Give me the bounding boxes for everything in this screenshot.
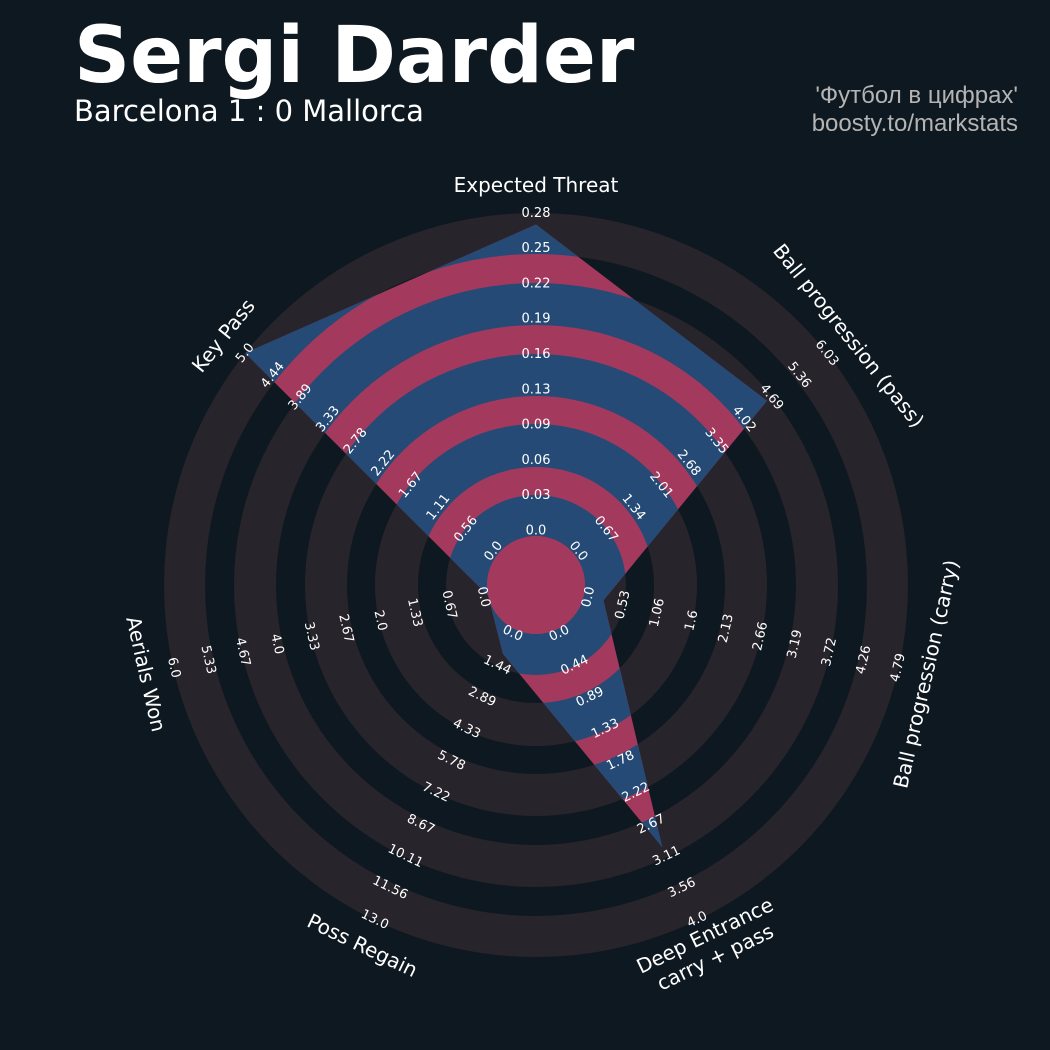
tick-label: 4.26 xyxy=(853,644,874,676)
credit-line-1: 'Футбол в цифрах' xyxy=(815,82,1018,109)
tick-label: 2.66 xyxy=(750,621,771,653)
tick-label: 0.09 xyxy=(522,418,551,433)
player-name-title: Sergi Darder xyxy=(74,11,635,101)
tick-label: 0.0 xyxy=(474,585,493,609)
tick-label: 0.28 xyxy=(522,206,551,221)
tick-label: 4.0 xyxy=(267,632,286,656)
tick-label: 0.13 xyxy=(522,382,551,397)
tick-label: 2.67 xyxy=(335,613,356,645)
tick-label: 0.22 xyxy=(522,276,551,291)
tick-label: 3.72 xyxy=(819,636,840,668)
param-label: Aerials Won xyxy=(121,614,171,734)
tick-label: 1.33 xyxy=(404,597,425,629)
match-subtitle: Barcelona 1 : 0 Mallorca xyxy=(74,94,424,128)
tick-label: 3.19 xyxy=(785,628,806,660)
tick-label: 0.16 xyxy=(522,347,551,362)
tick-label: 2.13 xyxy=(716,613,737,645)
center-circle xyxy=(487,536,585,634)
tick-label: 1.6 xyxy=(682,609,701,633)
tick-label: 0.06 xyxy=(522,453,551,468)
tick-label: 3.33 xyxy=(301,621,322,653)
tick-label: 0.03 xyxy=(522,488,551,503)
param-label: Expected Threat xyxy=(454,173,619,197)
tick-label: 4.67 xyxy=(232,636,253,668)
tick-label: 5.33 xyxy=(198,644,219,676)
credit-line-2: boosty.to/markstats xyxy=(811,110,1018,137)
tick-label: 4.79 xyxy=(888,652,909,684)
tick-label: 0.0 xyxy=(526,524,547,539)
tick-label: 0.0 xyxy=(579,585,598,609)
tick-label: 2.0 xyxy=(370,609,389,633)
tick-label: 0.53 xyxy=(613,589,634,621)
tick-label: 0.19 xyxy=(522,312,551,327)
tick-label: 0.25 xyxy=(522,241,551,256)
tick-label: 0.67 xyxy=(438,589,459,621)
tick-label: 1.06 xyxy=(647,597,668,629)
tick-label: 6.0 xyxy=(164,656,183,680)
